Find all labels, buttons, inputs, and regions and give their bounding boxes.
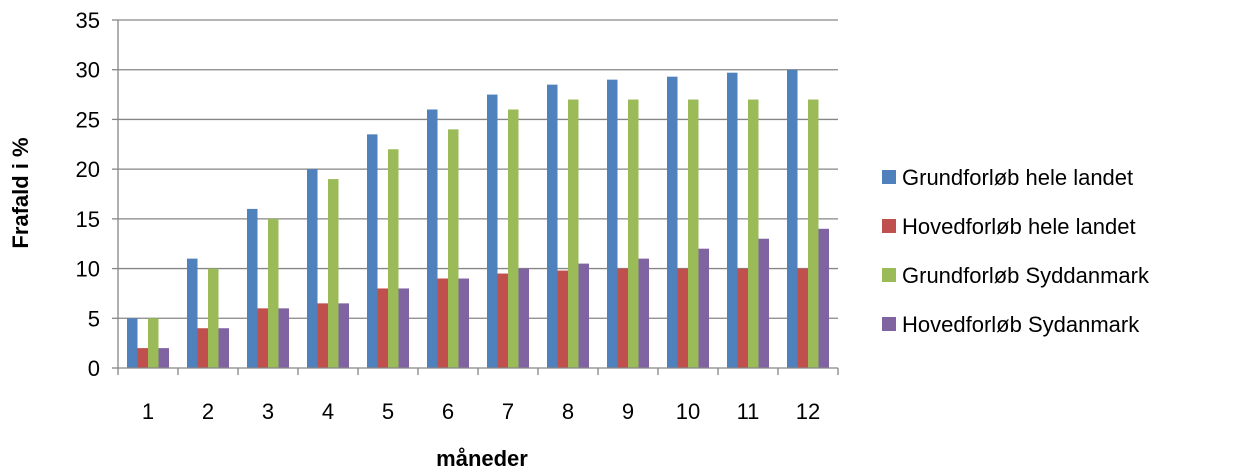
bar: [758, 238, 769, 368]
bar: [208, 268, 219, 368]
bar: [127, 318, 138, 368]
bar: [568, 99, 579, 369]
bar: [148, 318, 159, 368]
y-tick-label: 35: [76, 8, 100, 33]
bar: [787, 69, 798, 368]
bar: [257, 308, 268, 368]
x-tick-label: 8: [562, 399, 574, 424]
bar: [367, 134, 378, 368]
bar: [448, 129, 459, 368]
x-axis-title: måneder: [436, 446, 528, 471]
bar: [338, 303, 349, 368]
bar: [808, 99, 819, 369]
x-tick-label: 2: [202, 399, 214, 424]
x-tick-label: 12: [796, 399, 820, 424]
bar: [638, 258, 649, 368]
bar: [458, 278, 469, 368]
y-tick-label: 5: [88, 306, 100, 331]
legend-swatch: [882, 317, 896, 331]
bars: [127, 69, 829, 369]
x-tick-label: 7: [502, 399, 514, 424]
x-tick-label: 1: [142, 399, 154, 424]
bar: [818, 228, 829, 368]
bar: [328, 179, 339, 368]
bar: [557, 270, 568, 368]
y-tick-label: 0: [88, 356, 100, 381]
legend-label: Grundforløb Syddanmark: [902, 263, 1150, 288]
bar: [317, 303, 328, 368]
legend-label: Hovedforløb Sydanmark: [902, 312, 1140, 337]
bar: [698, 248, 709, 368]
bar: [197, 328, 208, 368]
x-tick-label: 11: [737, 399, 760, 424]
y-tick-label: 30: [76, 58, 100, 83]
bar: [508, 109, 519, 368]
bar: [607, 79, 618, 369]
bar: [137, 348, 148, 368]
legend: Grundforløb hele landet Hovedforløb hele …: [882, 165, 1150, 337]
bar: [218, 328, 229, 368]
bar: [158, 348, 169, 368]
bar: [677, 268, 688, 368]
y-tick-label: 25: [76, 107, 100, 132]
x-tick-label: 3: [262, 399, 274, 424]
bar: [307, 169, 318, 368]
legend-swatch: [882, 219, 896, 233]
legend-label: Grundforløb hele landet: [902, 165, 1133, 190]
x-tick-label: 6: [442, 399, 454, 424]
y-tick-label: 15: [76, 207, 100, 232]
bar: [497, 273, 508, 368]
bar: [437, 278, 448, 368]
gridlines: [118, 19, 838, 319]
bar: [487, 94, 498, 369]
bar: [578, 263, 589, 368]
bar: [278, 308, 289, 368]
bar: [388, 149, 399, 368]
y-axis-title: Frafald i %: [8, 137, 33, 248]
y-tick-label: 10: [76, 257, 100, 282]
bar: [617, 268, 628, 368]
bar: [187, 258, 198, 368]
bar: [247, 208, 258, 368]
axes: [112, 19, 839, 375]
x-tick-label: 5: [382, 399, 394, 424]
y-tick-labels: 0 5 10 15 20 25 30 35: [76, 8, 100, 381]
x-tick-label: 10: [676, 399, 700, 424]
bar: [268, 218, 279, 368]
bar: [427, 109, 438, 368]
bar: [727, 72, 738, 368]
bar: [547, 84, 558, 368]
bar: [688, 99, 699, 369]
bar: [797, 268, 808, 368]
legend-label: Hovedforløb hele landet: [902, 214, 1136, 239]
legend-swatch: [882, 170, 896, 184]
bar: [737, 268, 748, 368]
x-tick-labels: 1 2 3 4 5 6 7 8 9 10 11 12: [142, 399, 820, 424]
legend-swatch: [882, 268, 896, 282]
y-tick-label: 20: [76, 157, 100, 182]
bar: [377, 288, 388, 368]
bar: [518, 268, 529, 368]
bar: [628, 99, 639, 369]
x-tick-label: 4: [322, 399, 334, 424]
bar: [667, 76, 678, 368]
x-tick-label: 9: [622, 399, 634, 424]
bar: [398, 288, 409, 368]
bar: [748, 99, 759, 369]
